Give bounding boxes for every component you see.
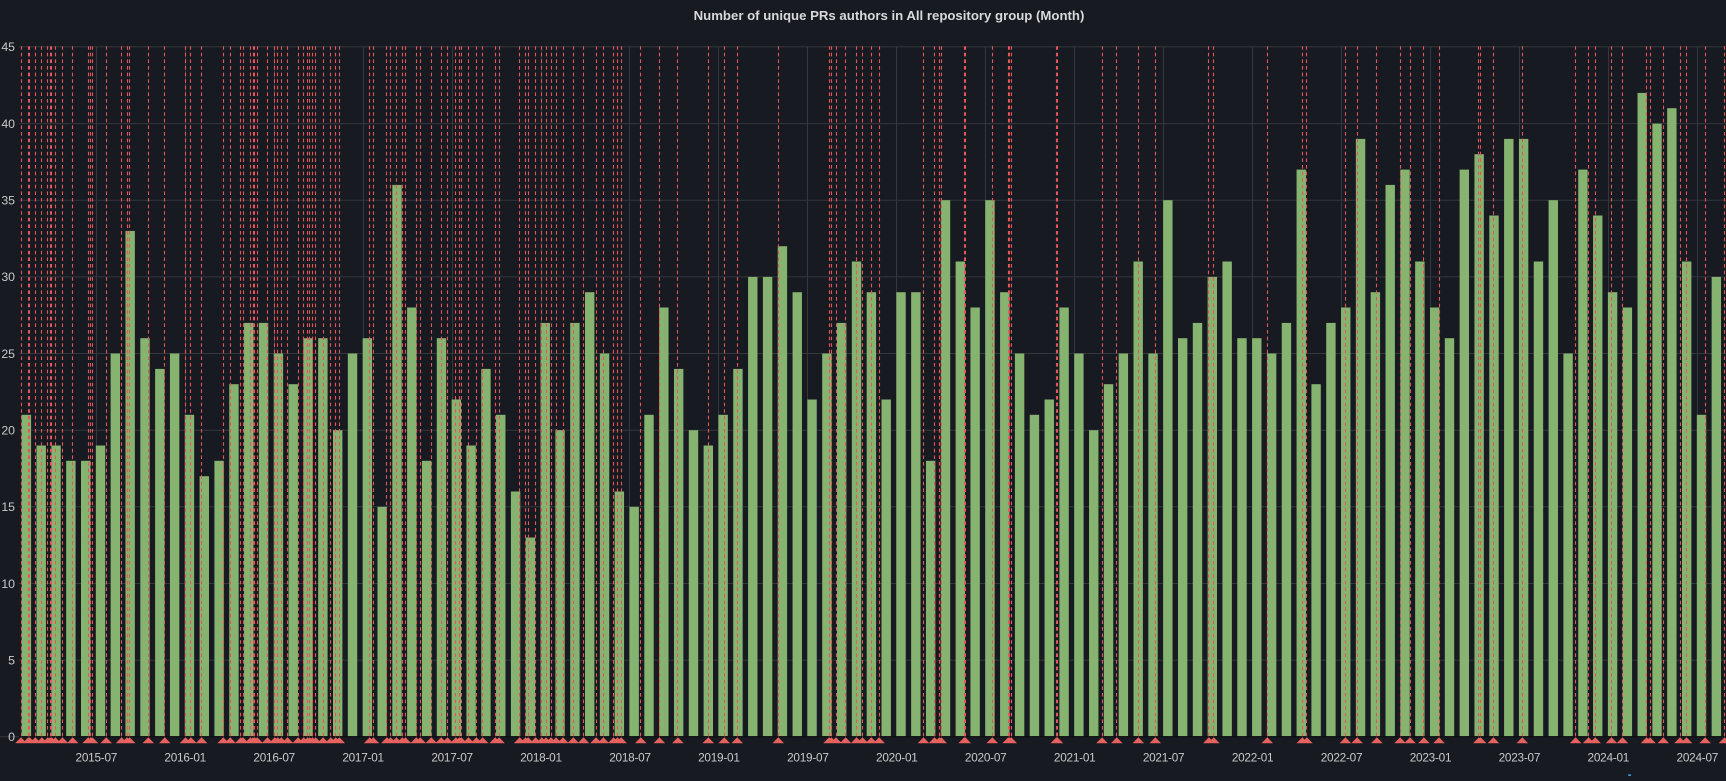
svg-text:2017-01: 2017-01 [342, 751, 384, 765]
svg-text:Number of unique PRs authors i: Number of unique PRs authors in All repo… [694, 8, 1085, 23]
svg-text:2022-01: 2022-01 [1232, 751, 1274, 765]
svg-text:30: 30 [1, 270, 15, 284]
svg-text:2023-07: 2023-07 [1499, 751, 1541, 765]
svg-text:2018-01: 2018-01 [520, 751, 562, 765]
svg-text:2021-01: 2021-01 [1054, 751, 1096, 765]
svg-text:2024-01: 2024-01 [1588, 751, 1630, 765]
svg-text:2021-07: 2021-07 [1143, 751, 1185, 765]
svg-text:35: 35 [1, 194, 15, 208]
svg-text:2020-01: 2020-01 [876, 751, 918, 765]
svg-text:2016-07: 2016-07 [253, 751, 295, 765]
svg-text:2015-07: 2015-07 [76, 751, 118, 765]
svg-text:2019-01: 2019-01 [698, 751, 740, 765]
svg-text:45: 45 [1, 40, 15, 54]
svg-text:2019-07: 2019-07 [787, 751, 829, 765]
svg-text:5: 5 [8, 653, 15, 667]
svg-text:2023-01: 2023-01 [1410, 751, 1452, 765]
svg-text:10: 10 [1, 577, 15, 591]
svg-text:2016-01: 2016-01 [164, 751, 206, 765]
svg-text:40: 40 [1, 117, 15, 131]
svg-text:2018-07: 2018-07 [609, 751, 651, 765]
svg-text:2017-07: 2017-07 [431, 751, 473, 765]
svg-text:25: 25 [1, 347, 15, 361]
svg-text:15: 15 [1, 500, 15, 514]
svg-text:0: 0 [8, 730, 15, 744]
svg-text:2022-07: 2022-07 [1321, 751, 1363, 765]
svg-text:20: 20 [1, 424, 15, 438]
svg-text:2020-07: 2020-07 [965, 751, 1007, 765]
svg-text:2024-07: 2024-07 [1677, 751, 1719, 765]
